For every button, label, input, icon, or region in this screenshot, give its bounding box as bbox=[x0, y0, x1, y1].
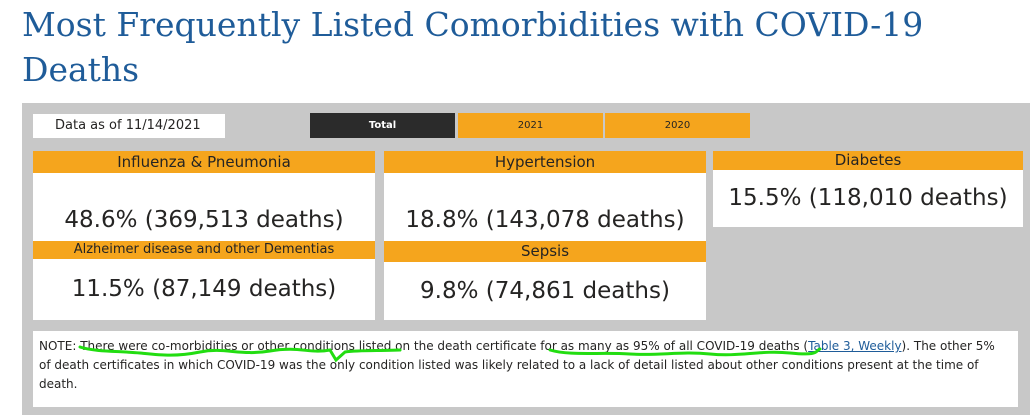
note-prefix: NOTE: There were co-morbidities or other… bbox=[39, 339, 809, 353]
note-text: NOTE: There were co-morbidities or other… bbox=[33, 331, 1018, 407]
card-alzheimer-dementias: Alzheimer disease and other Dementias 11… bbox=[33, 241, 375, 320]
card-label: Diabetes bbox=[713, 151, 1023, 170]
card-diabetes: Diabetes 15.5% (118,010 deaths) bbox=[713, 151, 1023, 227]
card-label: Influenza & Pneumonia bbox=[33, 151, 375, 173]
card-value: 15.5% (118,010 deaths) bbox=[713, 170, 1023, 227]
data-as-of-label: Data as of 11/14/2021 bbox=[33, 114, 225, 138]
dashboard-panel: Data as of 11/14/2021 Total 2021 2020 In… bbox=[22, 103, 1030, 415]
card-value: 9.8% (74,861 deaths) bbox=[384, 262, 706, 320]
card-label: Hypertension bbox=[384, 151, 706, 173]
page-title: Most Frequently Listed Comorbidities wit… bbox=[22, 5, 924, 89]
tab-2021[interactable]: 2021 bbox=[458, 113, 603, 138]
card-sepsis: Sepsis 9.8% (74,861 deaths) bbox=[384, 241, 706, 320]
table3-weekly-link[interactable]: Table 3, Weekly bbox=[808, 339, 902, 353]
card-label: Sepsis bbox=[384, 241, 706, 262]
tab-total[interactable]: Total bbox=[310, 113, 455, 138]
tab-2020[interactable]: 2020 bbox=[605, 113, 750, 138]
card-label: Alzheimer disease and other Dementias bbox=[33, 241, 375, 259]
card-value: 11.5% (87,149 deaths) bbox=[33, 259, 375, 320]
